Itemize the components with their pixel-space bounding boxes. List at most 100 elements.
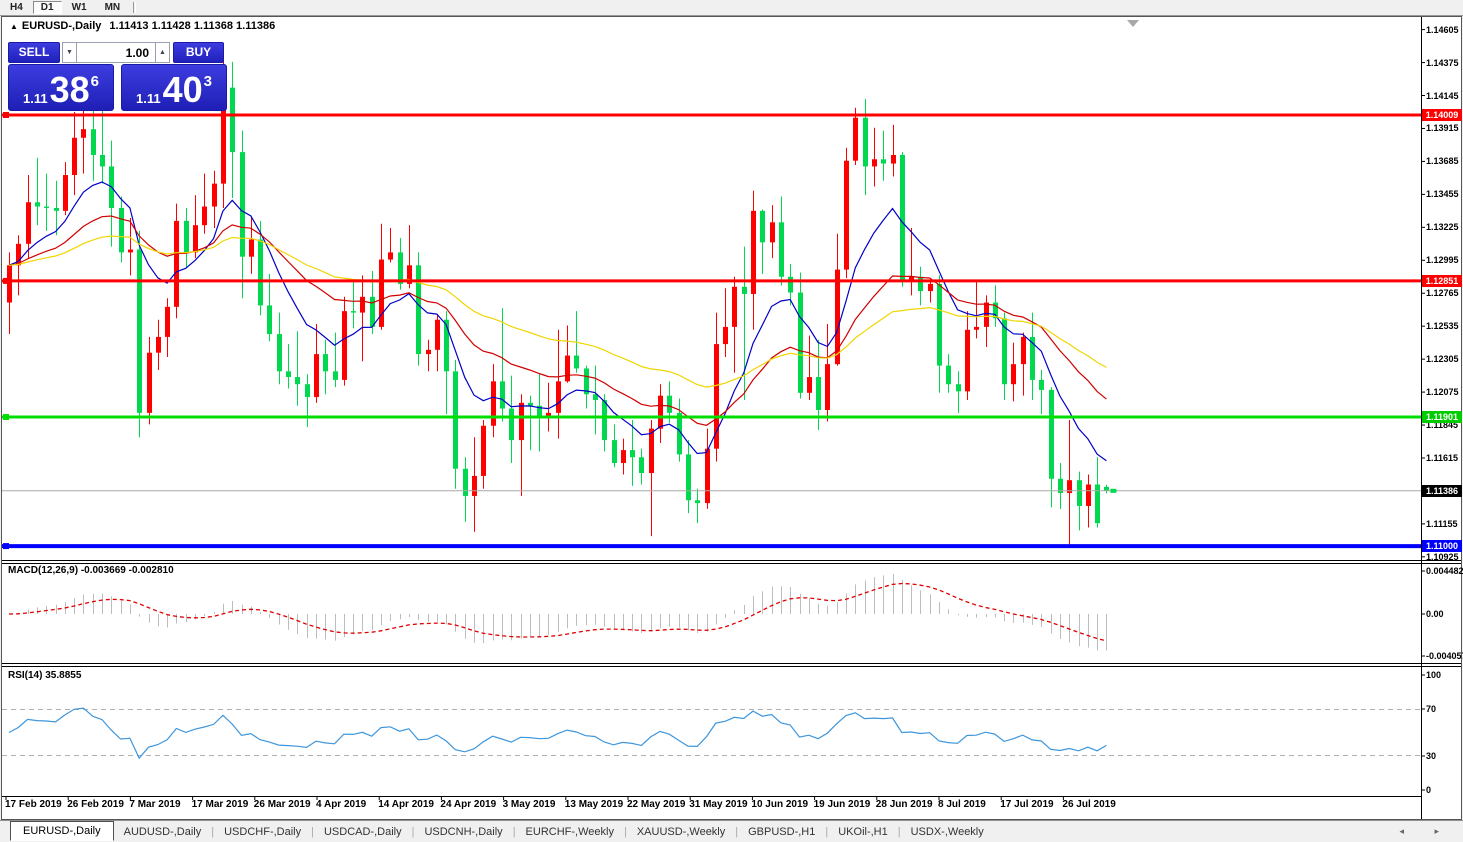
macd-axis-label: 0.004482: [1426, 566, 1463, 576]
macd-label: MACD(12,26,9) -0.003669 -0.002810: [8, 565, 174, 576]
tab-separator: |: [411, 825, 415, 838]
chart-tab-audusd[interactable]: AUDUSD-,Daily: [123, 826, 202, 838]
one-click-trading-panel: SELL ▼ 1.00 ▲ BUY 1.11 38 6 1.11 40 3: [8, 42, 227, 111]
date-label: 3 May 2019: [502, 799, 556, 810]
buy-button[interactable]: BUY: [173, 42, 224, 63]
price-tick-label: 1.12075: [1426, 387, 1459, 398]
date-label: 24 Apr 2019: [440, 799, 497, 810]
buy-price-small: 1.11: [136, 91, 161, 106]
chart-tab-gbpusd[interactable]: GBPUSD-,H1: [748, 826, 816, 838]
chart-tab-usdchf[interactable]: USDCHF-,Daily: [224, 826, 302, 838]
chart-tab-usdx[interactable]: USDX-,Weekly: [910, 826, 984, 838]
volume-decrease-button[interactable]: ▼: [62, 42, 77, 63]
price-tick-label: 1.14145: [1426, 90, 1459, 101]
sell-price-sup: 6: [90, 73, 99, 90]
chart-tab-eurchf[interactable]: EURCHF-,Weekly: [525, 826, 614, 838]
date-label: 17 Feb 2019: [5, 799, 62, 810]
date-label: 4 Apr 2019: [316, 799, 367, 810]
tab-separator: |: [825, 825, 829, 838]
price-level-badge: 1.14009: [1422, 109, 1462, 121]
date-label: 22 May 2019: [627, 799, 686, 810]
macd-layer: [8, 573, 1107, 651]
rsi-line: [8, 707, 1107, 760]
price-tick-label: 1.13225: [1426, 222, 1459, 233]
price-tick-label: 1.12995: [1426, 255, 1459, 266]
ask-marker: [1110, 488, 1117, 493]
price-tick-label: 1.11615: [1426, 452, 1459, 463]
price-tick-label: 1.10925: [1426, 551, 1459, 562]
date-label: 14 Apr 2019: [378, 799, 434, 810]
chart-tab-eurusd[interactable]: EURUSD-,Daily: [10, 820, 114, 841]
volume-increase-button[interactable]: ▲: [155, 42, 170, 63]
price-tick-label: 1.14605: [1426, 24, 1459, 35]
rsi-axis-label: 70: [1426, 704, 1437, 714]
price-level-badge: 1.12851: [1422, 274, 1462, 287]
date-label: 10 Jun 2019: [751, 799, 809, 810]
price-level-badge: 1.11386: [1422, 484, 1462, 497]
tab-separator: |: [897, 825, 901, 838]
tab-separator: |: [211, 825, 215, 838]
macd-axis-label: -0.004057: [1426, 651, 1463, 661]
buy-price-display[interactable]: 1.11 40 3: [121, 64, 227, 111]
chart-tab-ukoil[interactable]: UKOil-,H1: [838, 826, 888, 838]
sell-price-small: 1.11: [23, 91, 48, 106]
chart-tab-usdcnh[interactable]: USDCNH-,Daily: [424, 826, 503, 838]
candles-layer: [7, 47, 1109, 545]
price-tick-label: 1.12305: [1426, 354, 1459, 365]
sell-price-display[interactable]: 1.11 38 6: [8, 64, 114, 111]
rsi-value: 35.8855: [45, 670, 82, 681]
tab-separator: |: [512, 825, 516, 838]
date-label: 26 Feb 2019: [67, 799, 124, 810]
chart-title-symbol: EURUSD-,Daily: [21, 20, 102, 32]
volume-input[interactable]: 1.00: [77, 42, 155, 63]
buy-price-sup: 3: [203, 73, 212, 90]
toolbar-separator: [133, 2, 137, 13]
price-tick-label: 1.12765: [1426, 288, 1459, 299]
date-label: 17 Jul 2019: [1000, 799, 1054, 810]
rsi-label: RSI(14) 35.8855: [8, 670, 81, 681]
price-tick-label: 1.12535: [1426, 321, 1459, 332]
price-tick-label: 1.14375: [1426, 57, 1459, 68]
tab-separator: |: [623, 825, 627, 838]
rsi-axis-label: 0: [1426, 785, 1432, 795]
sell-button[interactable]: SELL: [8, 42, 60, 63]
price-tick-label: 1.13455: [1426, 189, 1459, 200]
rsi-name: RSI(14): [8, 670, 43, 681]
rsi-axis-label: 100: [1426, 670, 1442, 680]
buy-price-big: 40: [162, 69, 203, 110]
moving-averages-layer: [8, 181, 1107, 462]
price-levels-layer: [2, 112, 1421, 550]
chart-tab-bar: EURUSD-,Daily AUDUSD-,Daily | USDCHF-,Daily…: [0, 820, 1463, 842]
price-tick-label: 1.11155: [1426, 518, 1458, 529]
price-level-badge: 1.11901: [1422, 411, 1462, 423]
period-button-mn[interactable]: MN: [104, 2, 121, 13]
macd-axis-label: 0.00: [1426, 609, 1444, 619]
date-label: 26 Jul 2019: [1062, 799, 1116, 810]
date-label: 8 Jul 2019: [938, 799, 986, 810]
period-button-d1[interactable]: D1: [32, 1, 62, 14]
period-button-w1[interactable]: W1: [71, 2, 87, 13]
shift-end-triangle-icon: [1127, 20, 1139, 27]
chart-tab-usdcad[interactable]: USDCAD-,Daily: [323, 826, 402, 838]
price-level-badge: 1.11000: [1422, 540, 1462, 553]
price-tick-label: 1.13685: [1426, 156, 1459, 167]
rsi-axis-label: 30: [1426, 751, 1437, 761]
tab-scroll-arrows[interactable]: ◂ ▸: [1399, 826, 1453, 836]
macd-name: MACD(12,26,9): [8, 565, 79, 576]
date-label: 17 Mar 2019: [191, 799, 249, 810]
chart-title-ohlc: 1.11413 1.11428 1.11368 1.11386: [109, 20, 276, 32]
sell-price-big: 38: [49, 69, 90, 110]
period-button-h4[interactable]: H4: [10, 2, 23, 13]
date-label: 19 Jun 2019: [813, 799, 871, 810]
date-label: 7 Mar 2019: [129, 799, 181, 810]
tab-separator: |: [311, 825, 314, 838]
price-tick-label: 1.13915: [1426, 123, 1459, 134]
date-label: 13 May 2019: [564, 799, 624, 810]
chart-title: ▲ EURUSD-,Daily 1.11413 1.11428 1.11368 1.…: [10, 20, 275, 32]
date-label: 28 Jun 2019: [875, 799, 933, 810]
macd-values: -0.003669 -0.002810: [80, 565, 174, 576]
collapse-triangle-icon[interactable]: ▲: [10, 22, 18, 31]
chart-tab-xauusd[interactable]: XAUUSD-,Weekly: [636, 826, 726, 838]
date-label: 31 May 2019: [689, 799, 748, 810]
